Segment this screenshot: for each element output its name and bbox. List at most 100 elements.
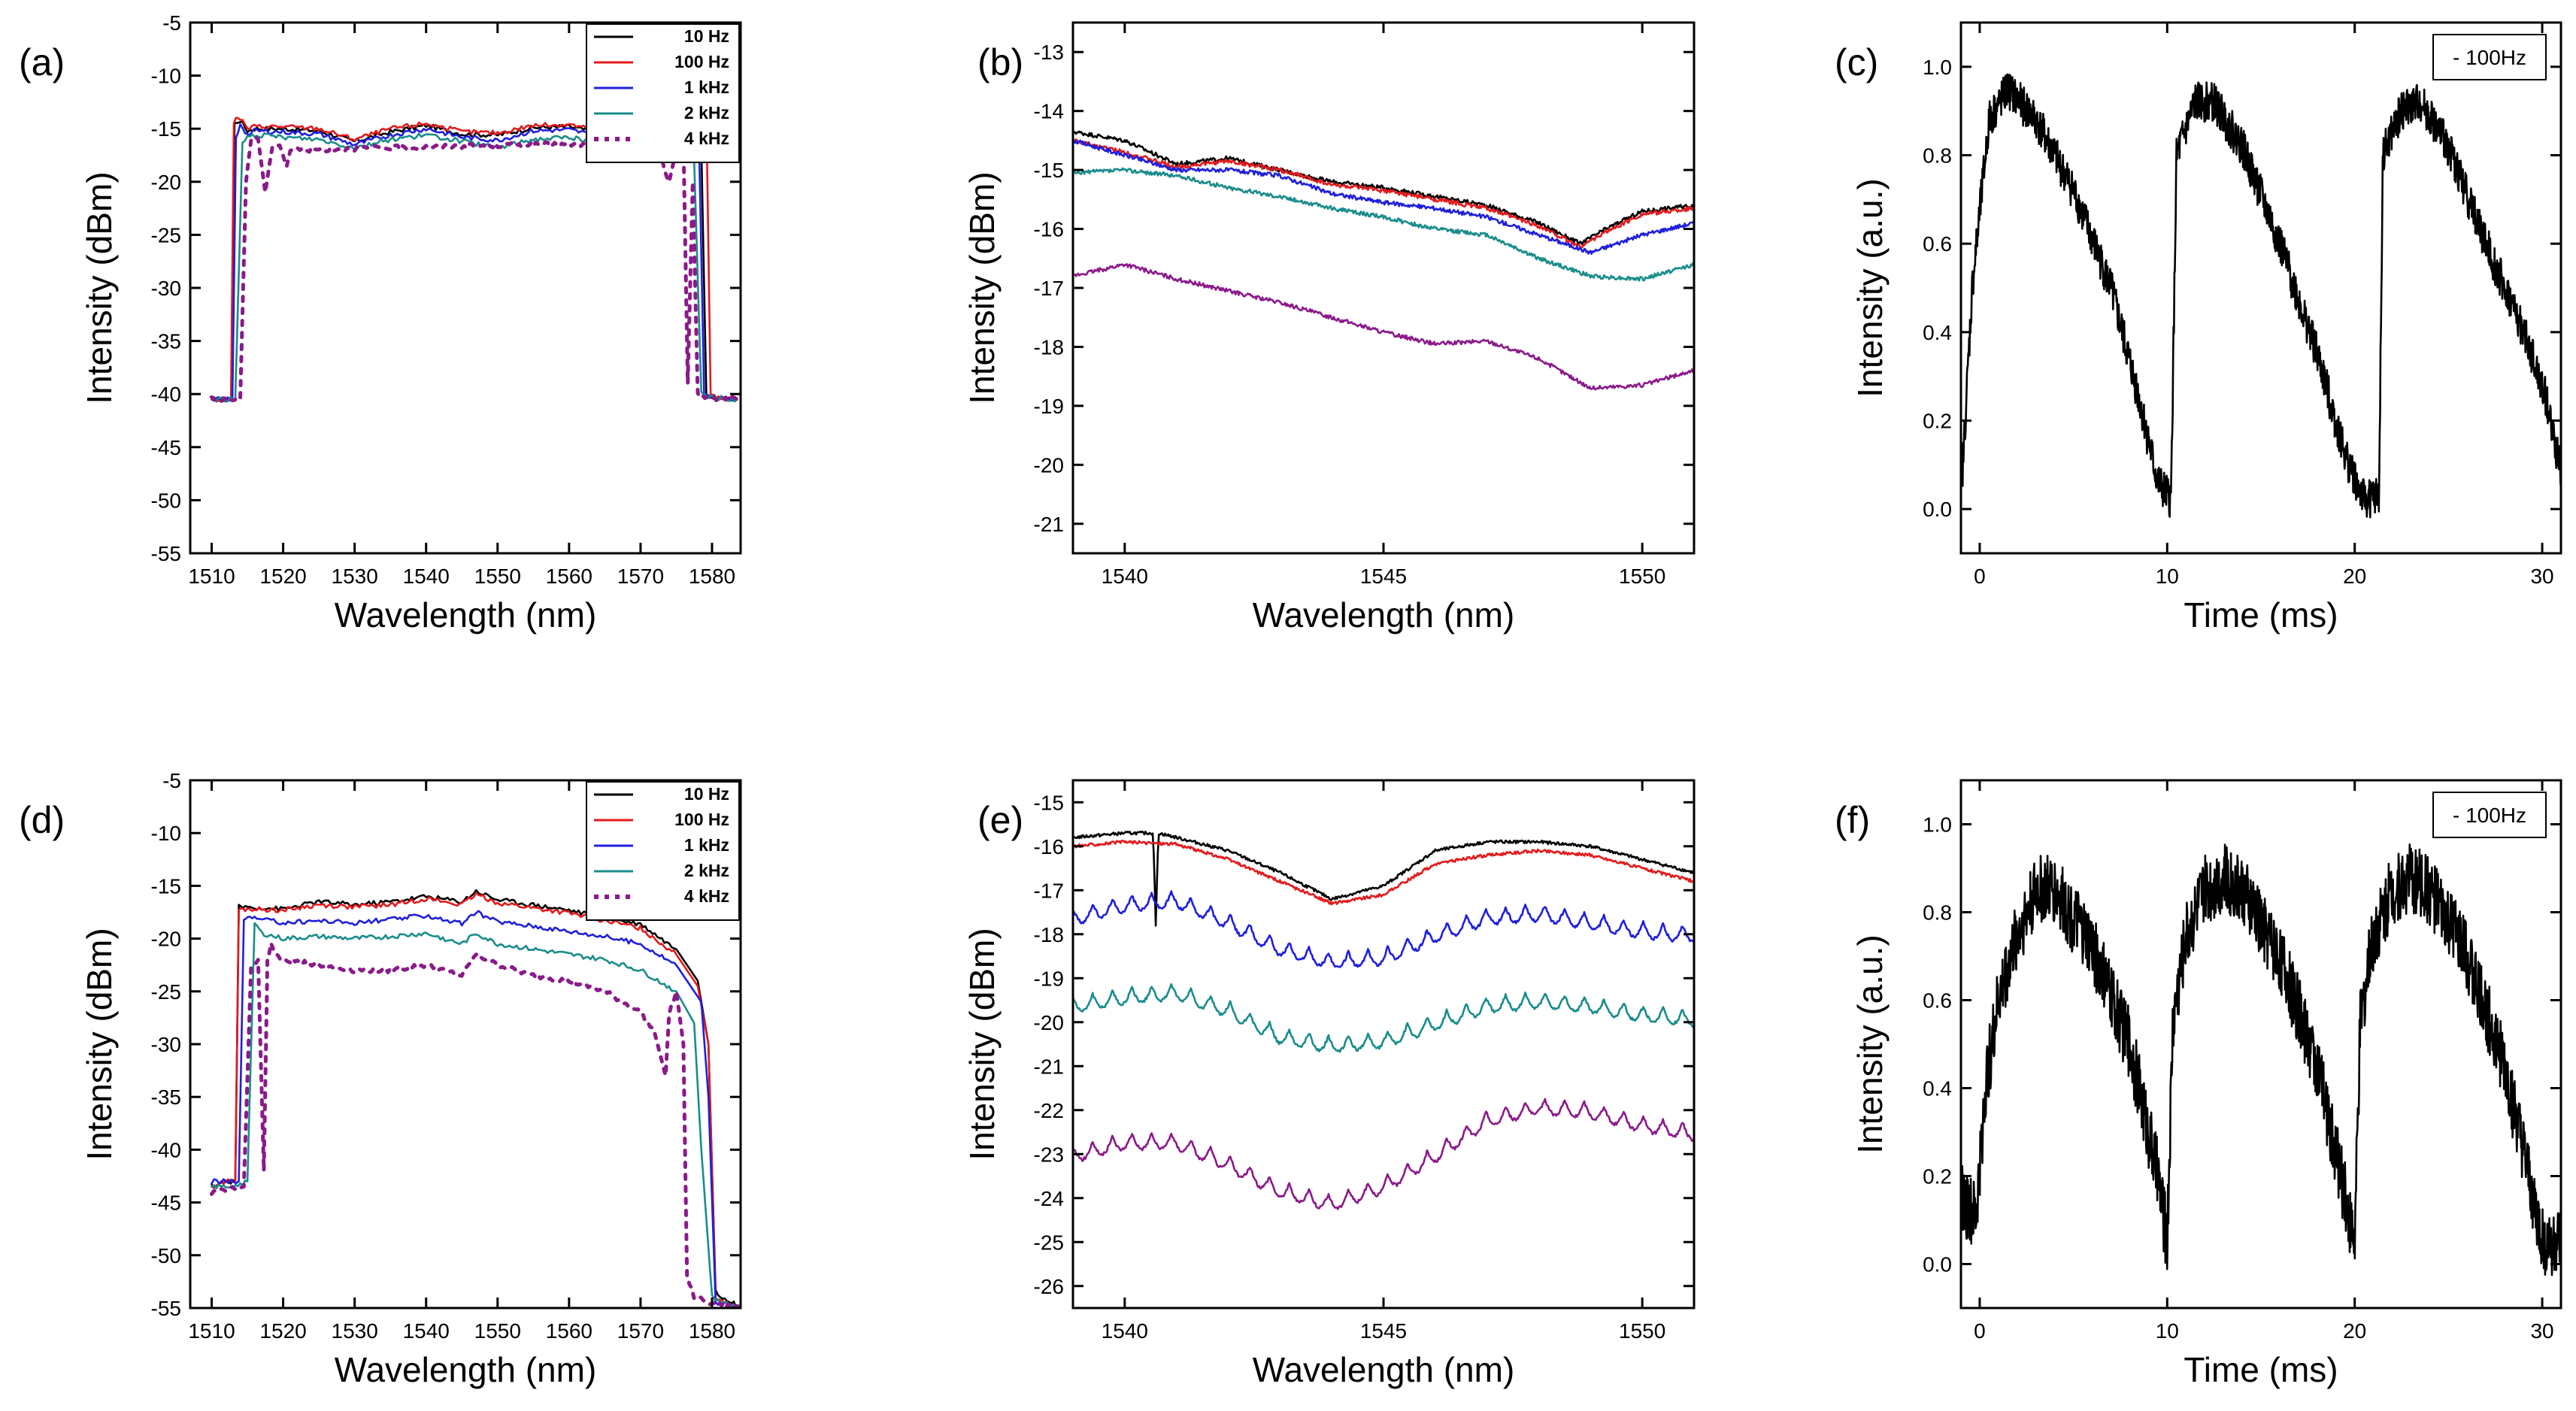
series-group — [210, 889, 741, 1308]
series-group — [1961, 843, 2561, 1276]
series-line-2-khz — [211, 922, 741, 1308]
y-tick-label: -25 — [151, 223, 181, 247]
y-tick-label: -15 — [151, 117, 181, 141]
panel-a: 1510 1520 1530 1540 1550 1560 1570 1580 -5 -10 -15… — [19, 11, 742, 634]
y-tick-label: 0.8 — [1923, 901, 1952, 925]
x-tick-label: 1540 — [1102, 1319, 1148, 1343]
y-tick-label: 1.0 — [1923, 813, 1952, 837]
panel-c: 0 10 20 30 0.0 0.2 0.4 0.6 0.8 1.0 Time (ms) Intens… — [1835, 21, 2562, 634]
panel-label: (a) — [19, 41, 65, 83]
x-tick-label: 1545 — [1360, 565, 1407, 588]
x-axis-label: Wavelength (nm) — [335, 1350, 597, 1389]
series-group — [1961, 73, 2561, 519]
x-tick-label: 1550 — [474, 565, 521, 588]
x-tick-label: 1520 — [259, 1319, 306, 1343]
series-line-100-hz — [1073, 138, 1694, 249]
x-tick-label: 1580 — [689, 1319, 735, 1343]
legend-entry: 4 kHz — [684, 886, 729, 906]
y-tick-label: -45 — [151, 1191, 181, 1215]
x-tick-label: 1540 — [1102, 565, 1148, 588]
y-tick-label: -19 — [1034, 967, 1064, 990]
y-tick-label: -55 — [151, 542, 181, 565]
y-tick-label: -5 — [162, 769, 181, 792]
series-line-4-khz — [210, 941, 741, 1308]
x-tick-label: 1580 — [689, 565, 735, 588]
y-tick-label: -40 — [151, 383, 181, 406]
panel-label: (e) — [977, 799, 1023, 841]
x-tick-label: 10 — [2156, 565, 2179, 588]
y-tick-label: -14 — [1034, 100, 1064, 123]
x-tick-label: 20 — [2343, 565, 2366, 588]
legend-entry: 10 Hz — [684, 784, 729, 804]
y-axis-label: Intensity (dBm) — [80, 928, 119, 1160]
y-tick-label: -18 — [1034, 923, 1064, 946]
y-axis-label: Intensity (a.u.) — [1850, 934, 1890, 1153]
legend-entry: - 100Hz — [2453, 46, 2526, 69]
y-tick-label: 0.2 — [1923, 1165, 1952, 1188]
panel-label: (f) — [1835, 799, 1870, 841]
series-line-100hz — [1961, 73, 2561, 519]
legend-entry: - 100Hz — [2453, 804, 2526, 827]
y-tick-label: 0.6 — [1923, 232, 1952, 256]
series-line-10-hz — [1073, 830, 1694, 927]
y-tick-label: -20 — [151, 928, 181, 951]
plot-frame — [1959, 779, 2562, 1310]
series-line-1-khz — [1073, 890, 1694, 968]
x-axis-label: Wavelength (nm) — [1253, 595, 1515, 634]
legend-box — [586, 781, 740, 921]
series-line-2-khz — [1073, 167, 1694, 282]
x-axis-label: Time (ms) — [2184, 1350, 2338, 1389]
x-tick-label: 1530 — [332, 1319, 378, 1343]
y-tick-label: -16 — [1034, 218, 1064, 241]
x-tick-label: 30 — [2530, 565, 2553, 588]
y-tick-label: -50 — [151, 489, 181, 512]
y-tick-label: -26 — [1034, 1275, 1064, 1298]
legend-entry: 1 kHz — [684, 77, 729, 97]
x-tick-label: 1530 — [332, 565, 378, 588]
legend-entry: 10 Hz — [684, 26, 729, 46]
panel-label: (c) — [1835, 41, 1878, 83]
x-tick-label: 1570 — [617, 565, 664, 588]
series-group — [1073, 129, 1694, 391]
y-tick-label: -40 — [151, 1138, 181, 1161]
y-tick-label: -20 — [151, 171, 181, 194]
y-tick-label: 1.0 — [1923, 56, 1952, 79]
series-line-4-khz — [210, 135, 739, 404]
y-tick-label: -30 — [151, 1033, 181, 1056]
legend-entry: 2 kHz — [684, 861, 729, 880]
y-tick-label: -22 — [1034, 1099, 1064, 1122]
y-tick-label: -24 — [1034, 1187, 1064, 1210]
y-tick-label: -20 — [1034, 1011, 1064, 1034]
series-line-100-hz — [1073, 840, 1694, 906]
x-tick-label: 0 — [1974, 565, 1986, 588]
legend-entry: 100 Hz — [674, 810, 729, 829]
series-line-4-khz — [1073, 1098, 1694, 1210]
y-axis-label: Intensity (dBm) — [80, 171, 119, 404]
panel-d: 1510 1520 1530 1540 1550 1560 1570 1580 -5 -10 -15… — [19, 769, 742, 1389]
legend-entry: 1 kHz — [684, 835, 729, 855]
y-tick-label: -16 — [1034, 835, 1064, 858]
legend-box — [586, 23, 740, 163]
series-group — [1073, 830, 1694, 1210]
y-tick-label: -17 — [1034, 277, 1064, 300]
x-tick-label: 1570 — [617, 1319, 664, 1343]
x-tick-label: 1545 — [1360, 1319, 1407, 1343]
x-tick-label: 10 — [2156, 1319, 2179, 1343]
y-tick-label: -5 — [162, 11, 181, 35]
x-tick-label: 1550 — [474, 1319, 521, 1343]
x-tick-label: 20 — [2343, 1319, 2366, 1343]
y-axis-label: Intensity (dBm) — [962, 171, 1002, 404]
x-tick-label: 1540 — [403, 565, 450, 588]
panel-label: (d) — [19, 799, 65, 841]
panel-b: 1540 1545 1550 -13 -14 -15 -16 -17 -18 -19 -20 -21 W… — [962, 21, 1696, 634]
y-tick-label: -21 — [1034, 1055, 1064, 1078]
x-tick-label: 1510 — [188, 1319, 235, 1343]
y-tick-label: -15 — [151, 874, 181, 898]
y-tick-label: -15 — [1034, 159, 1064, 182]
series-line-100-hz — [211, 892, 741, 1308]
x-tick-label: 30 — [2530, 1319, 2553, 1343]
y-tick-label: -18 — [1034, 335, 1064, 359]
legend-box — [2432, 34, 2547, 80]
x-tick-label: 1550 — [1619, 565, 1665, 588]
